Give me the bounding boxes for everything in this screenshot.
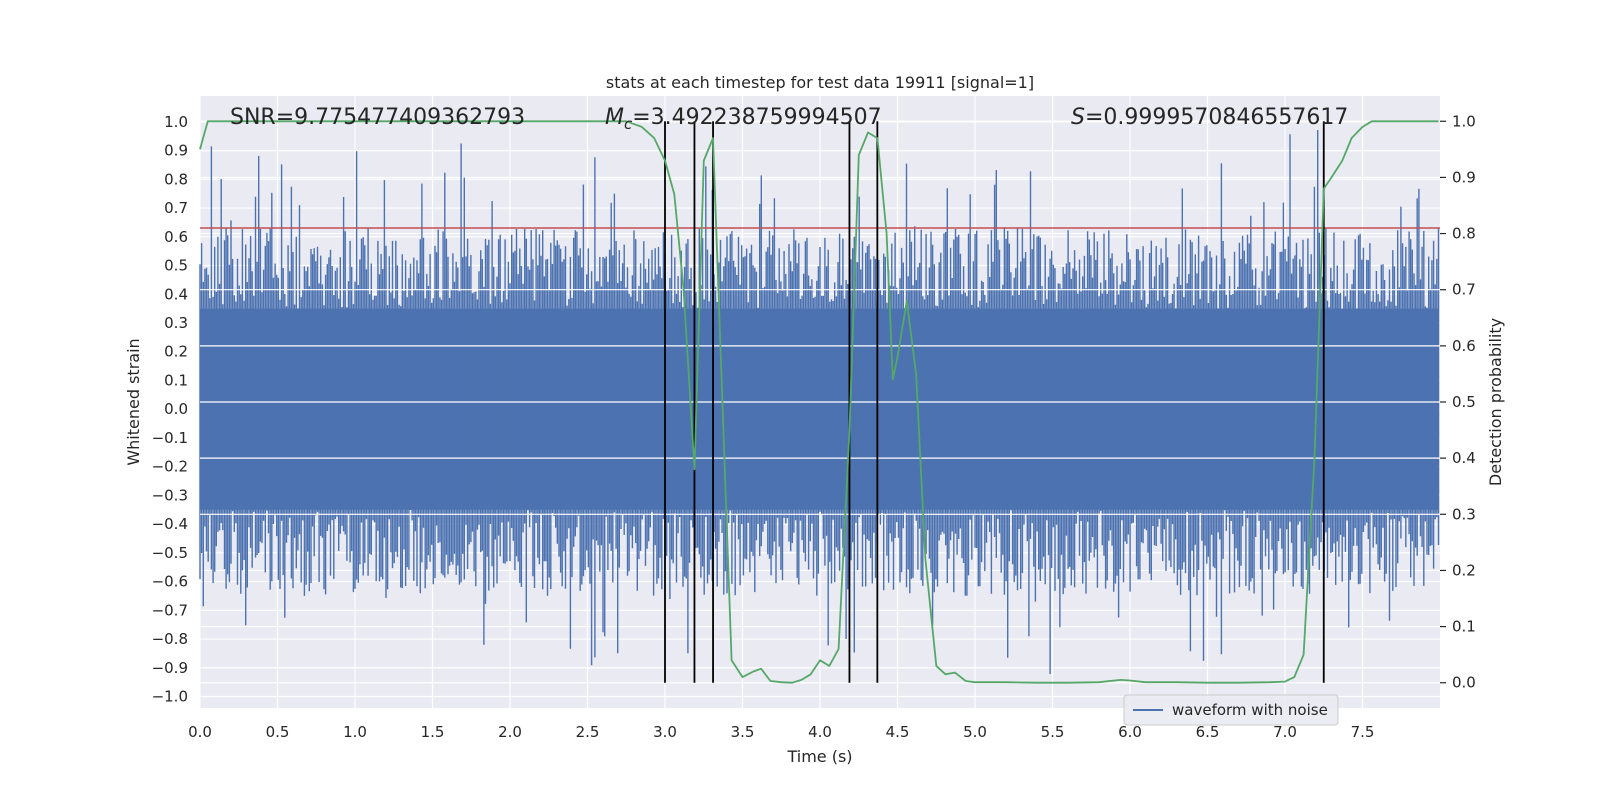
x-tick-label: 3.5 [731,723,755,741]
y-right-tick-label: 1.0 [1452,112,1476,130]
y-left-tick-label: 0.4 [164,285,188,303]
y-right-tick-label: 0.7 [1452,281,1476,299]
x-tick-label: 2.5 [576,723,600,741]
y-left-tick-label: −0.4 [152,515,188,533]
snr-annotation: SNR=9.775477409362793 [230,105,525,130]
y-left-tick-label: −0.6 [152,573,188,591]
waveform-series [199,130,1440,674]
y-left-tick-label: 0.5 [164,257,188,275]
y-left-tick-label: −0.2 [152,458,188,476]
y-right-tick-label: 0.9 [1452,168,1476,186]
y-left-tick-label: 0.8 [164,170,188,188]
score-annotation: S=0.9999570846557617 [1071,105,1348,130]
y-left-tick-label: −0.1 [152,429,188,447]
x-tick-label: 4.5 [886,723,910,741]
y-left-tick-label: 0.9 [164,142,188,160]
x-tick-label: 0.0 [188,723,212,741]
legend-label: waveform with noise [1172,701,1328,719]
waveform-band [200,308,1439,510]
detection-probability-series [199,120,1439,684]
chirp-mass-annotation: Mc=3.492238759994507 [605,105,882,133]
y-left-tick-label: −0.8 [152,630,188,648]
y-left-tick-label: −1.0 [152,688,188,706]
plot-area [199,96,1440,708]
y-left-tick-label: 0.7 [164,199,188,217]
x-tick-label: 0.5 [266,723,290,741]
x-tick-label: 7.0 [1273,723,1297,741]
y-left-tick-label: 1.0 [164,113,188,131]
y-left-ticks: 1.0 0.9 0.8 0.7 0.6 0.5 0.4 0.3 0.2 0.1 0.0 −0.1 −0.… [152,113,188,706]
chirp-mass-subscript: c [624,115,633,133]
y-left-tick-label: −0.7 [152,601,188,619]
y-right-tick-label: 0.0 [1452,674,1476,692]
y-left-tick-label: −0.5 [152,544,188,562]
y-left-tick-label: 0.0 [164,400,188,418]
x-tick-label: 1.5 [421,723,445,741]
y-left-tick-label: −0.3 [152,486,188,504]
y-axis-label-left: Whitened strain [124,338,143,465]
x-tick-label: 5.5 [1041,723,1065,741]
y-axis-label-right: Detection probability [1486,318,1505,486]
legend: waveform with noise [1123,694,1339,726]
detection-probability-line [199,120,1439,684]
y-right-tick-label: 0.8 [1452,225,1476,243]
x-tick-label: 4.0 [808,723,832,741]
chirp-mass-symbol: M [605,105,624,130]
y-left-tick-label: 0.3 [164,314,188,332]
y-right-tick-label: 0.2 [1452,561,1476,579]
y-right-ticks: 1.0 0.9 0.8 0.7 0.6 0.5 0.4 0.3 0.2 0.1 0.0 [1440,112,1476,692]
x-tick-label: 6.0 [1118,723,1142,741]
y-right-tick-label: 0.6 [1452,337,1476,355]
y-left-tick-label: 0.1 [164,371,188,389]
chirp-mass-value: =3.492238759994507 [632,105,881,130]
score-symbol: S [1071,105,1085,130]
y-left-tick-label: −0.9 [152,659,188,677]
waveform-line [199,130,1440,674]
y-right-tick-label: 0.4 [1452,449,1476,467]
x-ticks: 0.0 0.5 1.0 1.5 2.0 2.5 3.0 3.5 4.0 4.5 5.0 5.5 6.0 6… [188,723,1374,741]
y-right-tick-label: 0.3 [1452,505,1476,523]
x-tick-label: 5.0 [963,723,987,741]
y-right-tick-label: 0.1 [1452,618,1476,636]
x-axis-label: Time (s) [786,747,852,766]
y-left-tick-label: 0.6 [164,228,188,246]
x-tick-label: 2.0 [498,723,522,741]
score-value: =0.9999570846557617 [1085,105,1348,130]
x-tick-label: 6.5 [1196,723,1220,741]
x-tick-label: 1.0 [343,723,367,741]
y-left-tick-label: 0.2 [164,343,188,361]
x-tick-label: 7.5 [1351,723,1375,741]
y-right-tick-label: 0.5 [1452,393,1476,411]
chart-title: stats at each timestep for test data 199… [606,73,1034,92]
legend-box [1123,694,1339,726]
x-tick-label: 3.0 [653,723,677,741]
